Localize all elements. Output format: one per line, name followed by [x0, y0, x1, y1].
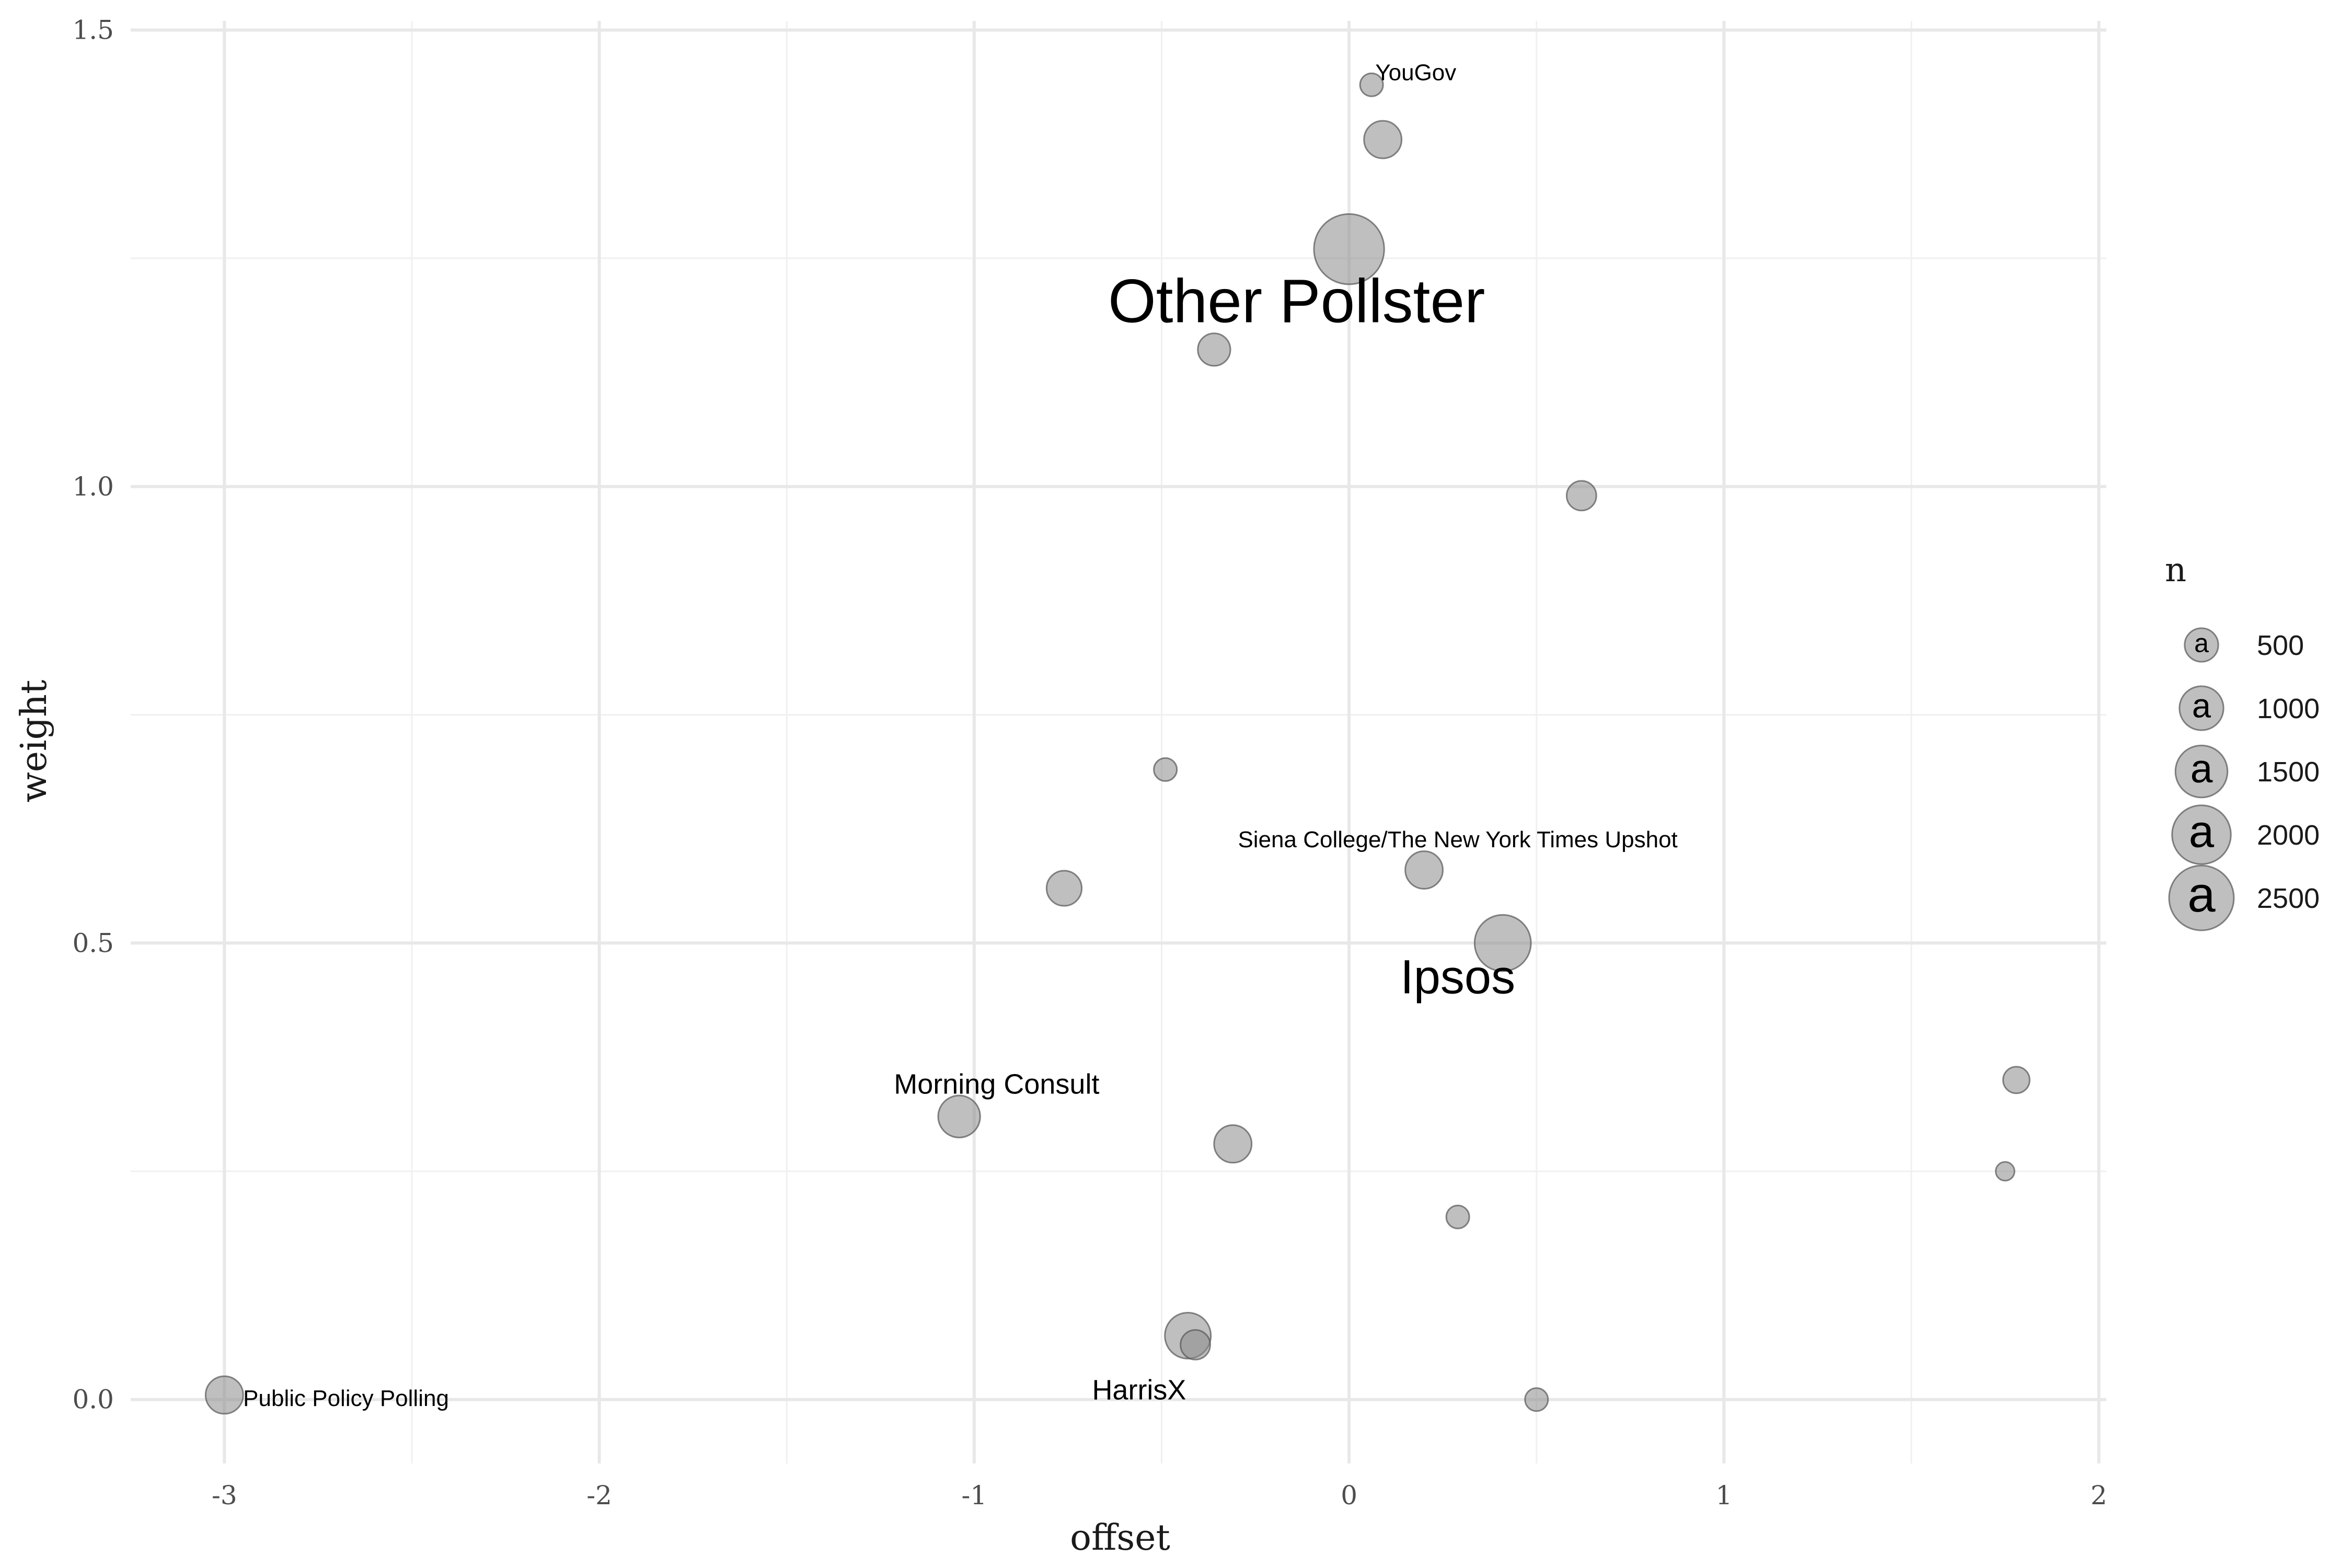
data-point — [204, 1375, 244, 1415]
y-tick-label: 0.0 — [72, 1385, 114, 1415]
grid — [131, 21, 2106, 1463]
legend-label: 2500 — [2257, 883, 2320, 914]
legend-label: 2000 — [2257, 820, 2320, 851]
data-point — [1445, 1204, 1470, 1229]
data-point — [1524, 1387, 1549, 1412]
data-point — [2002, 1066, 2031, 1094]
point-annotation: Ipsos — [1400, 950, 1515, 1004]
data-point — [1404, 850, 1444, 890]
data-point — [1359, 72, 1384, 97]
legend-key — [2168, 864, 2235, 931]
data-point — [1473, 914, 1532, 972]
x-tick-label: 1 — [1715, 1480, 1732, 1511]
data-point — [1153, 757, 1178, 782]
legend-glyph: a — [2189, 806, 2215, 857]
legend-glyph: a — [2192, 687, 2211, 725]
legend-title: n — [2165, 551, 2186, 590]
legend-entries: a 500 a 1000 a 1500 a 2000 a 2500 — [2168, 627, 2320, 931]
x-tick-label: 0 — [1341, 1480, 1357, 1511]
data-points — [204, 72, 2031, 1415]
legend-glyph: a — [2194, 628, 2209, 658]
y-tick-label: 1.5 — [72, 15, 114, 45]
legend-key — [2174, 744, 2229, 799]
data-point — [1213, 1124, 1253, 1164]
point-annotation: Public Policy Polling — [243, 1386, 449, 1411]
point-annotation: Morning Consult — [894, 1069, 1099, 1100]
data-point — [1197, 332, 1231, 367]
x-axis-title: offset — [1070, 1517, 1170, 1559]
legend-glyph: a — [2190, 746, 2213, 791]
point-annotations: YouGov Other Pollster Siena College/The Ne… — [243, 60, 1678, 1411]
data-point — [1565, 480, 1597, 512]
x-tick-label: 2 — [2091, 1480, 2107, 1511]
point-annotation: YouGov — [1375, 60, 1456, 86]
legend-glyph: a — [2187, 867, 2216, 923]
data-point — [1313, 213, 1385, 285]
data-point — [937, 1094, 981, 1138]
point-annotation: Siena College/The New York Times Upshot — [1238, 827, 1677, 852]
legend-label: 500 — [2257, 630, 2304, 661]
x-axis-ticks: -3 -2 -1 0 1 2 — [212, 1480, 2107, 1511]
legend-key — [2178, 685, 2224, 731]
data-point — [1180, 1329, 1211, 1361]
legend-label: 1500 — [2257, 756, 2320, 788]
legend-key — [2184, 627, 2219, 663]
y-axis-title: weight — [14, 680, 55, 803]
x-tick-label: -1 — [961, 1480, 987, 1511]
x-tick-label: -3 — [212, 1480, 237, 1511]
y-axis-ticks: 0.0 0.5 1.0 1.5 — [72, 15, 114, 1414]
point-annotation: Other Pollster — [1108, 267, 1485, 336]
legend-key — [2171, 804, 2232, 865]
x-tick-label: -2 — [586, 1480, 612, 1511]
point-annotation: HarrisX — [1092, 1375, 1186, 1406]
legend-label: 1000 — [2257, 693, 2320, 724]
legend: n a 500 a 1000 a 1500 a 2000 a 2500 — [2165, 551, 2320, 931]
y-tick-label: 1.0 — [72, 471, 114, 502]
data-point — [1363, 120, 1403, 159]
y-tick-label: 0.5 — [72, 928, 114, 958]
data-point — [1994, 1161, 2015, 1182]
data-point — [1045, 870, 1083, 907]
